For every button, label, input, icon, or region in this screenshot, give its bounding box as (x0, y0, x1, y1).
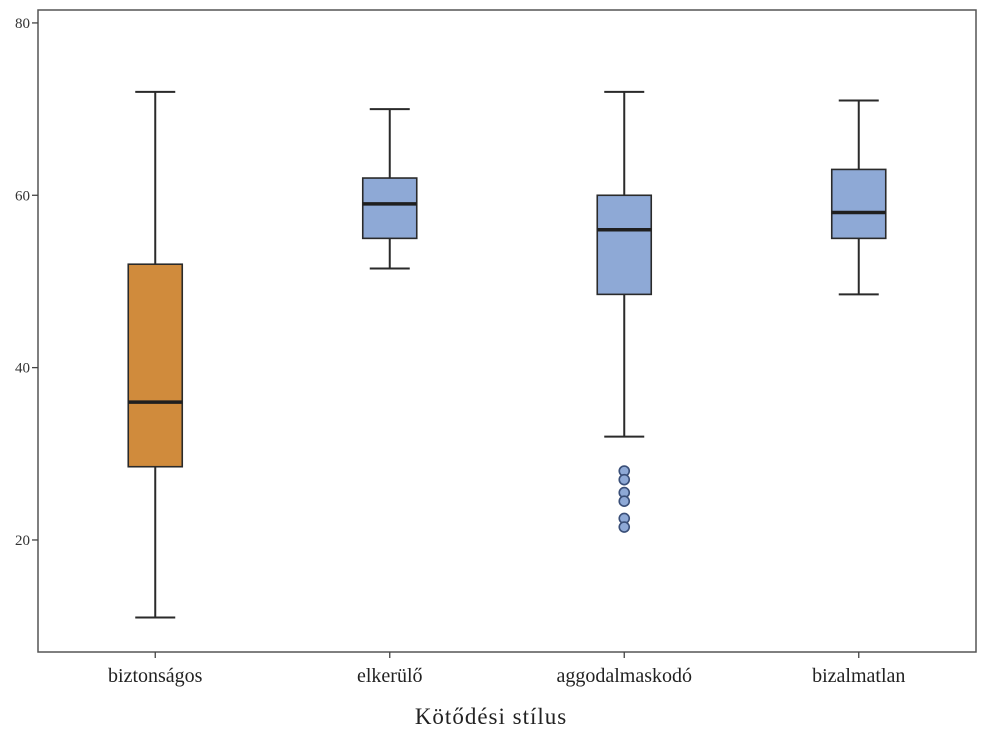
x-tick-label: elkerülő (357, 665, 423, 687)
y-tick-label: 40 (15, 361, 30, 377)
x-axis-title: Kötődési stílus (415, 704, 567, 729)
iqr-box (361, 177, 418, 240)
y-tick-label: 20 (15, 533, 30, 549)
box-1 (127, 90, 184, 619)
box-2 (361, 108, 418, 270)
x-tick-label: biztonságos (108, 665, 203, 687)
box-3 (596, 90, 653, 533)
box-series (127, 90, 887, 619)
outlier-point (618, 495, 631, 507)
iqr-box (127, 263, 184, 468)
iqr-box (596, 194, 653, 296)
y-tick-label: 60 (15, 188, 30, 204)
outlier-point (618, 473, 631, 486)
iqr-box (830, 168, 887, 240)
x-tick-label: bizalmatlan (812, 665, 905, 687)
box-4 (830, 99, 887, 296)
y-axis: 20 40 60 80 (15, 16, 38, 549)
outlier-point (618, 521, 631, 533)
x-axis: biztonságos elkerülő aggodalmaskodó bizalma… (108, 652, 905, 687)
plot-area (37, 9, 977, 653)
x-tick-label: aggodalmaskodó (556, 665, 692, 687)
y-tick-label: 80 (15, 16, 30, 32)
